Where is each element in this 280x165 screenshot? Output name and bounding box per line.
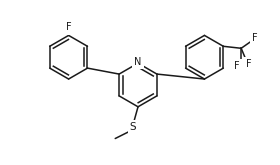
Text: F: F	[246, 59, 252, 69]
Text: F: F	[66, 22, 71, 33]
Text: F: F	[252, 33, 258, 43]
Text: S: S	[130, 122, 136, 132]
Text: F: F	[234, 61, 240, 71]
Text: N: N	[134, 57, 142, 67]
